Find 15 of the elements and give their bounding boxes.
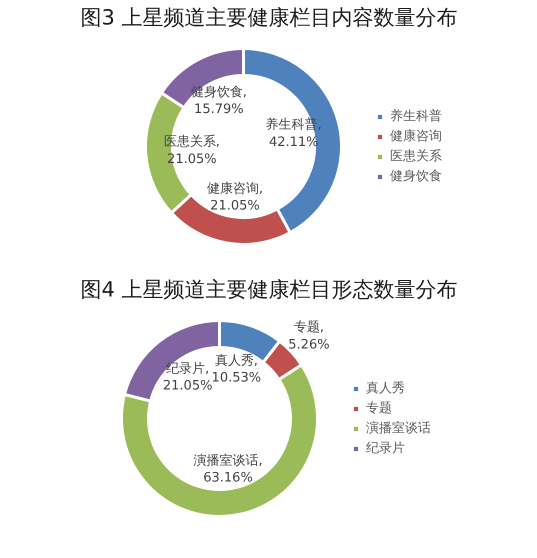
- legend-label: 健康咨询: [390, 128, 442, 146]
- data-label: 专题, 5.26%: [288, 320, 330, 352]
- data-label: 纪录片, 21.05%: [162, 361, 212, 394]
- legend-label: 医患关系: [390, 148, 442, 166]
- chart-title: 图4 上星频道主要健康栏目形态数量分布: [80, 278, 458, 302]
- legend-label: 专题: [366, 400, 392, 418]
- legend-label: 养生科普: [390, 108, 442, 126]
- data-label: 健康咨询, 21.05%: [206, 181, 264, 214]
- data-label: 演播室谈话, 63.16%: [193, 452, 263, 486]
- chart-title: 图3 上星频道主要健康栏目内容数量分布: [80, 6, 458, 30]
- legend-label: 真人秀: [366, 380, 405, 398]
- data-label: 真人秀, 10.53%: [212, 353, 262, 386]
- legend-label: 演播室谈话: [366, 420, 431, 438]
- legend-label: 纪录片: [366, 440, 405, 458]
- legend-label: 健身饮食: [390, 168, 442, 186]
